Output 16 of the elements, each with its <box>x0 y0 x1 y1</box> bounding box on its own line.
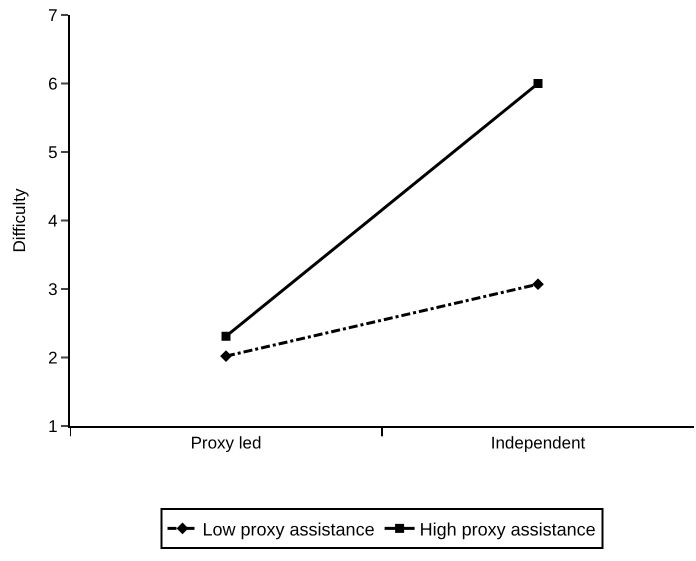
y-axis-title: Difficulty <box>10 188 29 252</box>
legend-label: Low proxy assistance <box>202 519 375 540</box>
y-tick-label: 7 <box>48 6 58 25</box>
x-tick-label: Proxy led <box>190 433 262 452</box>
point <box>220 350 232 362</box>
y-tick-label: 4 <box>48 211 58 230</box>
y-tick-label: 3 <box>48 280 58 299</box>
legend-label: High proxy assistance <box>420 519 596 540</box>
y-tick-label: 2 <box>48 348 58 368</box>
point <box>534 79 542 88</box>
y-tick-label: 5 <box>48 142 58 162</box>
x-tick-label: Independent <box>490 433 586 452</box>
y-tick-label: 6 <box>48 74 58 94</box>
point <box>532 278 544 290</box>
point <box>222 332 230 341</box>
y-tick-label: 1 <box>48 416 58 436</box>
